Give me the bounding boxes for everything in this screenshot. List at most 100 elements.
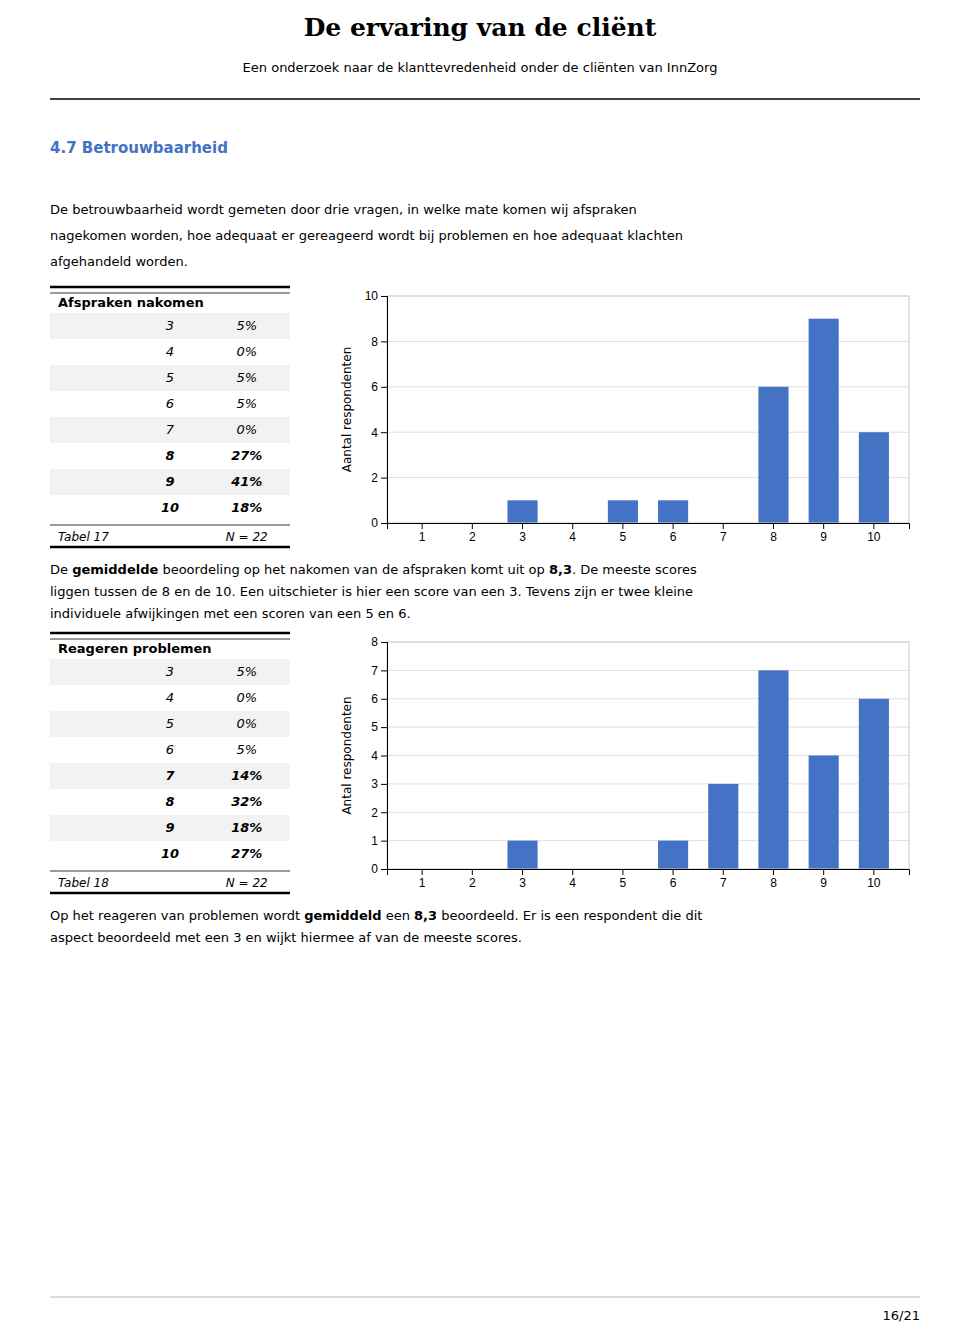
- x-tick-mark: [723, 523, 724, 529]
- y-tick: 4: [371, 749, 387, 763]
- grid: [387, 296, 909, 523]
- table-footer: Tabel 17: [58, 530, 109, 544]
- y-tick: 10: [365, 289, 387, 303]
- x-tick-mark: [422, 869, 423, 875]
- y-tick-mark: [381, 841, 387, 842]
- table-row-bg: [50, 365, 290, 391]
- y-axis: 012345678: [371, 635, 387, 876]
- x-tick-label: 1: [419, 530, 426, 544]
- table-rule: [50, 632, 290, 635]
- x-tick-label: 5: [620, 876, 627, 890]
- y-tick-label: 8: [371, 635, 378, 649]
- x-tick: 8: [770, 523, 777, 544]
- x-tick-mark: [422, 523, 423, 529]
- paragraph-line: aspect beoordeeld met een 3 en wijkt hie…: [50, 930, 522, 945]
- y-tick: 1: [371, 834, 387, 848]
- table-cell-label: 10: [161, 500, 179, 515]
- y-tick-label: 8: [371, 335, 378, 349]
- paragraph-line: Op het reageren van problemen wordt gemi…: [50, 908, 702, 923]
- y-tick: 0: [371, 862, 387, 876]
- bar: [758, 670, 788, 869]
- table-cell-label: 4: [166, 344, 174, 359]
- y-tick: 2: [371, 471, 387, 485]
- x-tick: 3: [519, 523, 526, 544]
- x-tick: 5: [620, 869, 627, 890]
- paragraph-segment: Op het reageren van problemen wordt: [50, 908, 304, 923]
- y-tick-label: 7: [371, 664, 378, 678]
- table-cell-label: 10: [161, 846, 179, 861]
- x-axis: 12345678910: [388, 869, 910, 890]
- table-n: N = 22: [226, 876, 268, 890]
- y-axis-title: Antal respondenten: [340, 696, 354, 814]
- paragraph-segment: aspect beoordeeld met een 3 en wijkt hie…: [50, 930, 522, 945]
- table-rule: [50, 525, 290, 526]
- y-tick-mark: [381, 699, 387, 700]
- table-cell-value: 0%: [236, 690, 257, 705]
- chart: 123456789100246810Aantal respondenten: [340, 289, 910, 543]
- y-axis-title: Aantal respondenten: [340, 347, 354, 473]
- x-tick: 8: [770, 869, 777, 890]
- page-title: De ervaring van de cliënt: [304, 13, 657, 42]
- table-cell-value: 5%: [236, 396, 257, 411]
- table-n: N = 22: [226, 530, 268, 544]
- x-tick-mark: [522, 523, 523, 529]
- x-tick-mark: [873, 523, 874, 529]
- paragraph-segment: De: [50, 562, 72, 577]
- x-tick: 7: [720, 869, 727, 890]
- x-tick-mark: [873, 869, 874, 875]
- table-row-bg: [50, 815, 290, 841]
- x-tick-label: 8: [770, 530, 777, 544]
- y-tick-label: 1: [371, 834, 378, 848]
- x-tick-mark: [773, 869, 774, 875]
- x-tick: 2: [469, 869, 476, 890]
- table-cell-value: 18%: [231, 500, 262, 515]
- bar: [608, 500, 638, 523]
- x-tick-mark: [773, 523, 774, 529]
- table-row-bg: [50, 711, 290, 737]
- x-tick: 9: [820, 869, 827, 890]
- grid-line: [387, 670, 909, 671]
- table-cell-value: 14%: [231, 768, 262, 783]
- table-cell-label: 3: [166, 318, 174, 333]
- bar: [658, 841, 688, 869]
- y-tick: 7: [371, 664, 387, 678]
- y-tick: 5: [371, 720, 387, 734]
- table-cell-value: 0%: [236, 716, 257, 731]
- table-cell-value: 5%: [236, 664, 257, 679]
- table-cell-label: 6: [166, 742, 174, 757]
- y-tick-label: 6: [371, 692, 378, 706]
- bar: [507, 500, 537, 523]
- x-tick-mark: [723, 869, 724, 875]
- table-cell-label: 9: [165, 474, 174, 489]
- y-tick-mark: [381, 670, 387, 671]
- table-rule: [50, 286, 290, 289]
- section-text: De betrouwbaarheid wordt gemeten door dr…: [50, 202, 637, 217]
- header-rule: [50, 98, 920, 100]
- page-number: 16/21: [883, 1308, 920, 1323]
- table-title: Afspraken nakomen: [58, 295, 204, 310]
- grid-line: [387, 698, 909, 699]
- x-tick-label: 9: [820, 876, 827, 890]
- paragraph-line: liggen tussen de 8 en de 10. Een uitschi…: [50, 584, 693, 599]
- paragraph-segment: individuele afwijkingen met een scoren v…: [50, 606, 411, 621]
- x-tick-mark: [622, 523, 623, 529]
- y-tick: 3: [371, 777, 387, 791]
- table-cell-label: 3: [166, 664, 174, 679]
- table-cell-value: 5%: [236, 318, 257, 333]
- bar: [809, 319, 839, 523]
- x-tick-label: 9: [820, 530, 827, 544]
- x-tick-label: 7: [720, 530, 727, 544]
- x-tick-label: 3: [519, 876, 526, 890]
- y-tick-label: 0: [371, 516, 378, 530]
- table-footer: Tabel 18: [58, 876, 109, 890]
- table-cell-value: 18%: [231, 820, 262, 835]
- y-tick-mark: [381, 727, 387, 728]
- x-tick-label: 10: [867, 876, 881, 890]
- plot-frame: [387, 642, 909, 869]
- x-tick-mark: [572, 523, 573, 529]
- x-tick: 1: [419, 869, 426, 890]
- y-tick-mark: [381, 784, 387, 785]
- paragraph-segment: gemiddeld: [304, 908, 381, 923]
- bars: [507, 670, 888, 869]
- x-tick-label: 8: [770, 876, 777, 890]
